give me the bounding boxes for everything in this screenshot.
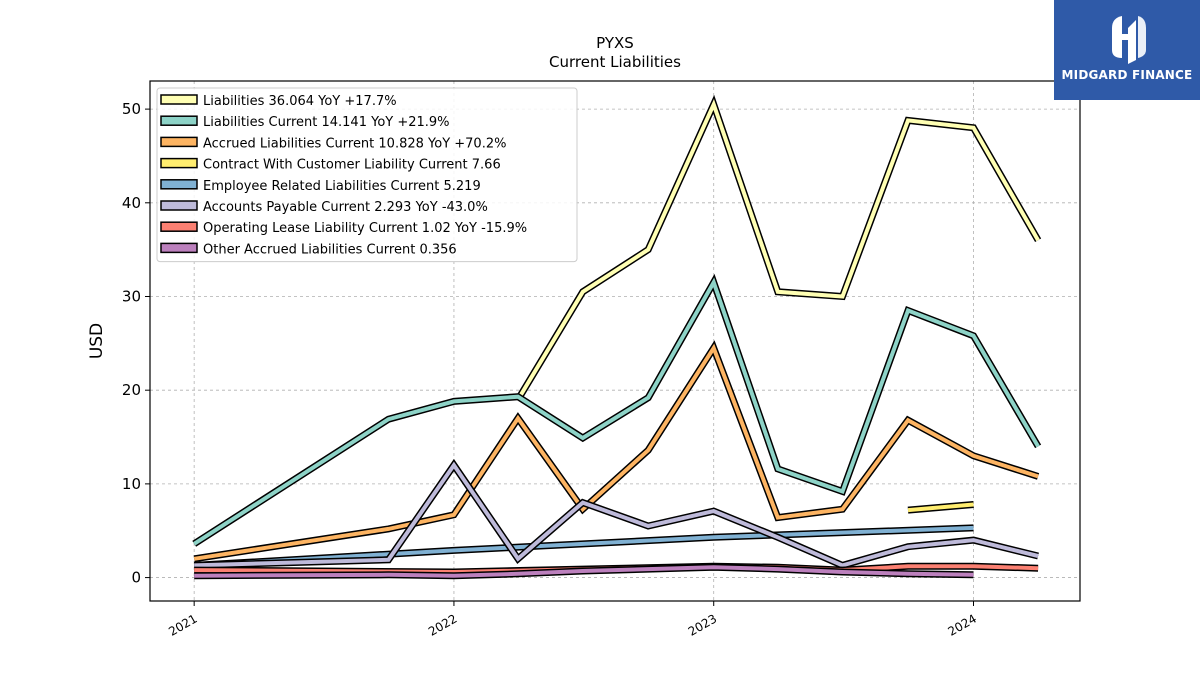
legend-swatch: [160, 221, 198, 232]
midgard-logo-icon: [1112, 16, 1146, 64]
series-contract-with-customer-liability-current: [907, 501, 974, 514]
series-line: [194, 525, 974, 568]
legend-label: Liabilities 36.064 YoY +17.7%: [203, 94, 397, 109]
plot-frame: [149, 80, 1081, 602]
legend-label: Accounts Payable Current 2.293 YoY -43.0…: [203, 200, 488, 215]
legend-swatch: [160, 157, 198, 169]
legend-label: Other Accrued Liabilities Current 0.356: [203, 242, 457, 257]
legend-swatch: [160, 242, 198, 254]
series-outline: [192, 273, 1042, 547]
legend-label: Liabilities Current 14.141 YoY +21.9%: [203, 115, 450, 130]
series-liabilities-current: [192, 273, 1042, 547]
legend-label: Contract With Customer Liability Current…: [203, 158, 501, 173]
brand-logo: MIDGARD FINANCE: [1054, 0, 1200, 100]
x-tick-label: 2023: [686, 611, 719, 638]
x-tick-label: 2024: [946, 611, 979, 638]
series-accrued-liabilities-current: [193, 340, 1040, 563]
y-tick-label: 30: [122, 287, 141, 305]
y-axis-label: USD: [87, 323, 107, 359]
y-tick-label: 50: [122, 100, 141, 118]
series-employee-related-liabilities-current: [193, 524, 974, 569]
series-line: [907, 502, 974, 513]
x-tick-label: 2021: [166, 611, 199, 638]
legend-label: Employee Related Liabilities Current 5.2…: [203, 179, 481, 194]
chart-subtitle: Current Liabilities: [549, 53, 681, 71]
series-outline: [515, 94, 1042, 402]
y-tick-label: 10: [122, 475, 141, 493]
series-line: [194, 461, 1039, 568]
series-line: [193, 277, 1040, 546]
legend-swatch: [160, 179, 198, 190]
series-group: [192, 94, 1042, 580]
chart-title: PYXS: [596, 34, 634, 52]
series-other-accrued-liabilities-current: [194, 563, 974, 580]
series-line: [194, 565, 974, 578]
legend-swatch: [160, 115, 198, 126]
legend: Liabilities 36.064 YoY +17.7% Liabilities…: [156, 87, 578, 263]
legend-swatch: [160, 136, 198, 148]
brand-name: MIDGARD FINANCE: [1061, 68, 1193, 82]
y-tick-label: 20: [122, 381, 141, 399]
legend-box: [156, 87, 578, 263]
series-line: [516, 98, 1040, 401]
legend-swatch: [160, 200, 198, 211]
y-tick-label: 0: [131, 569, 141, 587]
series-line: [193, 343, 1039, 561]
legend-label: Accrued Liabilities Current 10.828 YoY +…: [203, 136, 506, 151]
legend-label: Operating Lease Liability Current 1.02 Y…: [203, 221, 527, 236]
series-liabilities: [515, 94, 1042, 402]
legend-swatch: [160, 94, 198, 105]
series-accounts-payable-current: [194, 458, 1039, 570]
x-tick-label: 2022: [426, 611, 459, 638]
y-tick-label: 40: [122, 194, 141, 212]
